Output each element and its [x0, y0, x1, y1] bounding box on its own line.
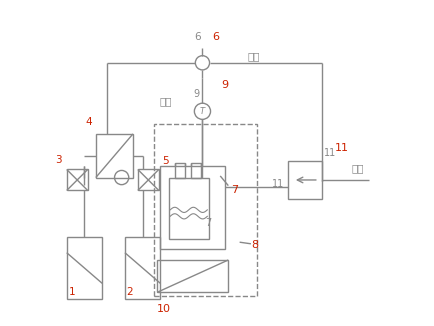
Text: 5: 5 — [162, 156, 169, 166]
Text: 4: 4 — [86, 117, 92, 127]
Text: 主路: 主路 — [159, 96, 172, 107]
Text: 1: 1 — [68, 287, 75, 297]
Text: 旁路: 旁路 — [248, 51, 260, 61]
Bar — [154, 124, 257, 296]
Bar — [125, 237, 161, 299]
Text: 11: 11 — [335, 143, 349, 153]
Bar — [67, 237, 102, 299]
Text: 6: 6 — [194, 32, 201, 42]
Bar — [138, 170, 159, 190]
Bar — [161, 166, 225, 249]
Text: 排气: 排气 — [352, 164, 364, 173]
Text: 6: 6 — [212, 32, 219, 42]
Text: 11: 11 — [272, 179, 284, 189]
Text: 11: 11 — [324, 148, 336, 158]
Text: 9: 9 — [221, 80, 229, 90]
Bar — [191, 163, 201, 178]
Text: 2: 2 — [126, 287, 133, 297]
Bar — [67, 170, 88, 190]
Bar — [96, 134, 133, 178]
Bar — [174, 163, 185, 178]
Text: 9: 9 — [193, 89, 199, 99]
Bar — [168, 178, 209, 239]
Text: 8: 8 — [251, 240, 258, 250]
Text: 10: 10 — [157, 304, 171, 314]
Text: 3: 3 — [55, 155, 62, 165]
Bar — [157, 260, 228, 292]
Bar — [288, 161, 322, 199]
Text: 7: 7 — [232, 185, 239, 196]
Text: 7: 7 — [206, 218, 212, 228]
Text: T: T — [200, 107, 205, 116]
